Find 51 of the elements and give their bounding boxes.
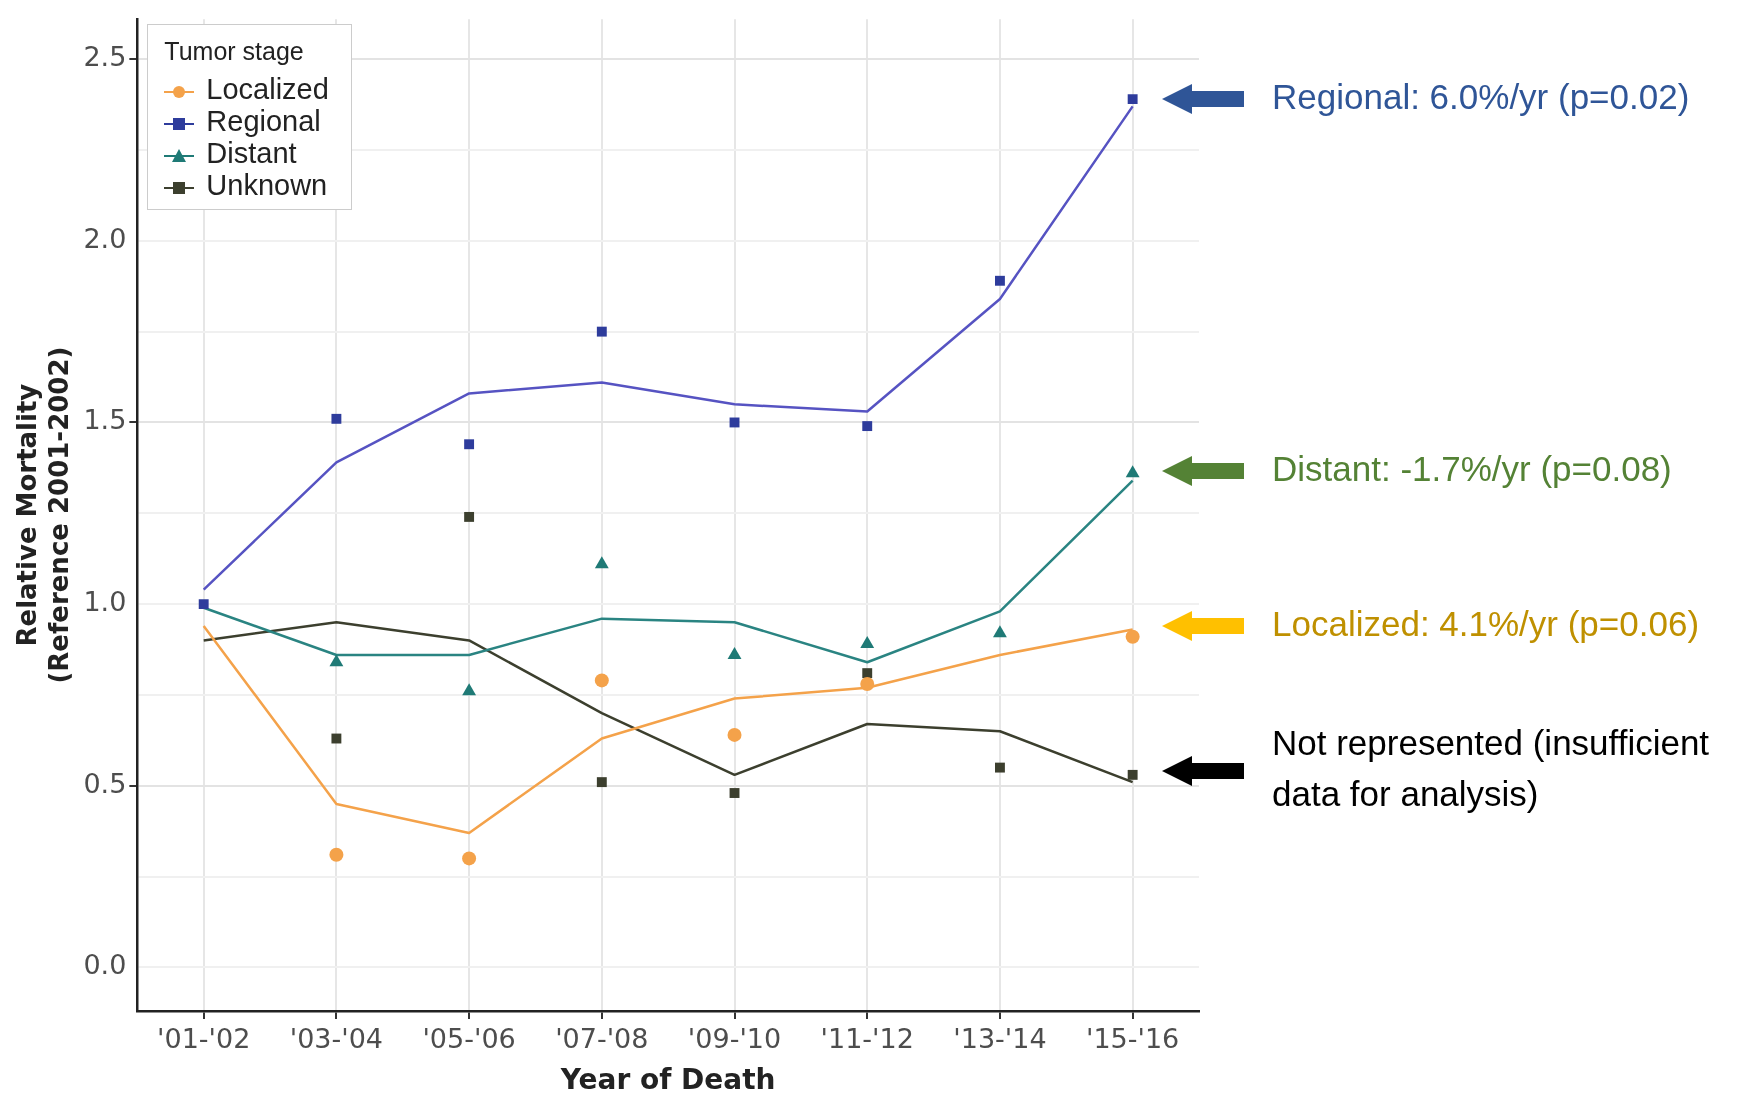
x-tick-label: '05-'06 <box>422 1023 516 1055</box>
point <box>1127 769 1138 780</box>
point <box>727 727 742 742</box>
point <box>1127 94 1138 105</box>
y-tick-label: 1.0 <box>83 586 127 618</box>
text: Not represented (insufficient data for analysis) <box>1272 723 1710 814</box>
point <box>198 599 209 610</box>
point <box>862 421 873 432</box>
text: Distant: -1.7%/yr (p=0.08) <box>1272 448 1672 488</box>
x-axis-title: Year of Death <box>559 1063 776 1097</box>
y-tick-label: 2.0 <box>83 222 127 254</box>
point <box>860 636 875 649</box>
point <box>594 556 609 569</box>
y-axis-title: Relative Mortality (Reference 2001-2002) <box>12 346 74 684</box>
y-tick-label: 2.5 <box>83 41 127 73</box>
point <box>1125 629 1140 644</box>
text: Regional: 6.0%/yr (p=0.02) <box>1272 76 1690 116</box>
legend-label: Localized <box>206 73 329 106</box>
point <box>329 847 344 862</box>
x-tick-label: '11-'12 <box>820 1023 914 1055</box>
point <box>594 673 609 688</box>
point <box>596 777 607 788</box>
text: Localized: 4.1%/yr (p=0.06) <box>1272 603 1700 643</box>
point <box>1125 465 1140 478</box>
y-tick-label: 0.5 <box>83 767 127 799</box>
x-tick-label: '13-'14 <box>953 1023 1047 1055</box>
point <box>729 788 740 798</box>
point <box>462 851 477 866</box>
legend-label: Distant <box>206 137 297 170</box>
point <box>862 668 873 679</box>
point <box>464 439 475 450</box>
point <box>464 511 475 522</box>
x-tick-label: '01-'02 <box>157 1023 251 1055</box>
y-tick-label: 0.0 <box>83 949 127 981</box>
point <box>596 326 607 337</box>
x-tick-label: '03-'04 <box>289 1023 384 1055</box>
point <box>993 625 1007 638</box>
point <box>329 654 344 667</box>
x-tick-label: '15-'16 <box>1085 1023 1180 1055</box>
legend-label: Regional <box>206 105 321 138</box>
point <box>860 677 875 692</box>
point <box>994 762 1005 773</box>
y-tick-label: 1.5 <box>83 404 127 436</box>
point <box>994 275 1005 286</box>
x-tick-label: '09-'10 <box>687 1023 782 1055</box>
legend-title: Tumor stage <box>164 36 305 68</box>
point <box>462 683 477 696</box>
point <box>331 413 342 424</box>
x-tick-label: '07-'08 <box>555 1023 649 1055</box>
point <box>331 733 342 744</box>
legend-label: Unknown <box>206 169 328 202</box>
